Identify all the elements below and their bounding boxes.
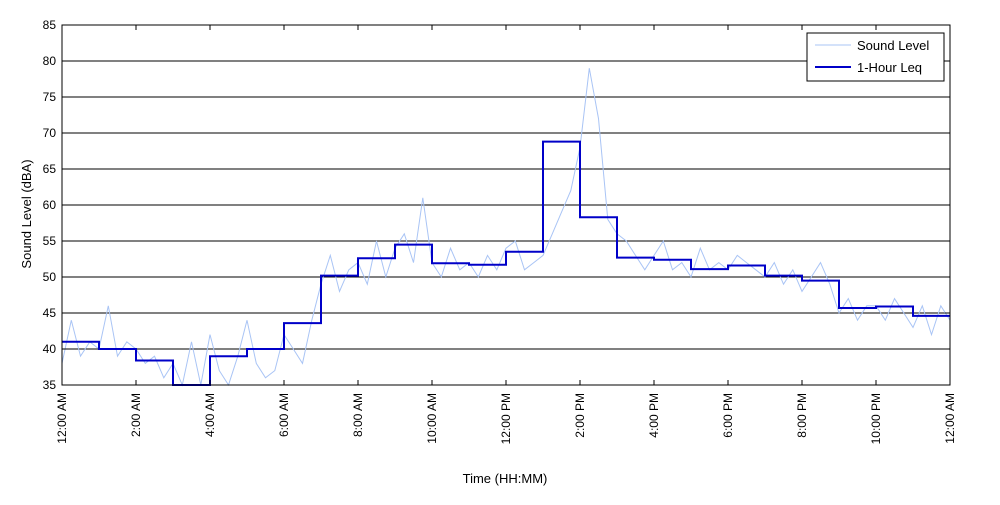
legend: Sound Level 1-Hour Leq — [806, 32, 945, 82]
legend-label: Sound Level — [857, 38, 929, 53]
x-tick-label: 6:00 AM — [277, 393, 291, 437]
x-tick-label: 12:00 AM — [943, 393, 957, 444]
x-tick-label: 8:00 PM — [795, 393, 809, 438]
y-tick-label: 55 — [43, 234, 57, 248]
x-tick-label: 4:00 AM — [203, 393, 217, 437]
y-tick-label: 85 — [43, 18, 57, 32]
y-tick-label: 40 — [43, 342, 57, 356]
x-tick-label: 12:00 PM — [499, 393, 513, 444]
series-line-sound-level — [61, 68, 951, 387]
grid-layer — [62, 25, 950, 385]
y-tick-label: 45 — [43, 306, 57, 320]
y-tick-label: 65 — [43, 162, 57, 176]
x-tick-label: 6:00 PM — [721, 393, 735, 438]
x-tick-label: 10:00 PM — [869, 393, 883, 444]
y-axis-label: Sound Level (dBA) — [19, 159, 34, 268]
legend-box — [806, 32, 945, 82]
x-tick-label: 2:00 PM — [573, 393, 587, 438]
x-tick-label: 2:00 AM — [129, 393, 143, 437]
x-tick-label: 10:00 AM — [425, 393, 439, 444]
series-line-leq — [62, 140, 950, 386]
y-tick-label: 35 — [43, 378, 57, 392]
legend-label: 1-Hour Leq — [857, 60, 922, 75]
y-tick-label: 75 — [43, 90, 57, 104]
y-tick-label: 70 — [43, 126, 57, 140]
series-layer — [61, 68, 951, 387]
y-tick-label: 50 — [43, 270, 57, 284]
y-tick-label: 80 — [43, 54, 57, 68]
ticks-layer: 35 40 45 50 55 60 65 70 75 80 85 12:00 AM 2:00 AM 4:0… — [43, 18, 957, 444]
y-tick-label: 60 — [43, 198, 57, 212]
x-axis-label: Time (HH:MM) — [463, 471, 548, 486]
x-tick-label: 4:00 PM — [647, 393, 661, 438]
x-tick-label: 8:00 AM — [351, 393, 365, 437]
x-tick-label: 12:00 AM — [55, 393, 69, 444]
